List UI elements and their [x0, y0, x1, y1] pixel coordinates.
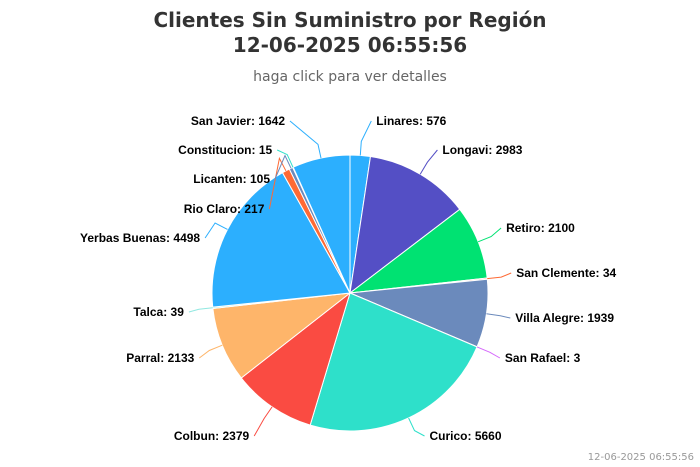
connector-longavi	[419, 149, 438, 175]
data-label-san-rafael: San Rafael: 3	[505, 351, 581, 365]
data-label-parral: Parral: 2133	[126, 351, 194, 365]
pie-slice-yerbas-buenas[interactable]	[211, 171, 351, 308]
data-label-talca: Talca: 39	[133, 305, 184, 319]
pie-slice-colbun[interactable]	[240, 291, 351, 426]
chart-subtitle: haga click para ver detalles	[253, 69, 447, 85]
data-label-retiro: Retiro: 2100	[506, 221, 575, 235]
pie-slices	[211, 154, 489, 432]
connector-retiro	[477, 227, 502, 243]
connector-parral	[199, 344, 223, 359]
data-labels: Linares: 576 Longavi: 2983 Retiro: 2100 San…	[80, 114, 617, 443]
connector-colbun	[253, 406, 273, 437]
connector-lines	[188, 120, 512, 437]
pie-slice-curico[interactable]	[309, 292, 478, 432]
data-label-rio-claro: Rio Claro: 217	[184, 202, 265, 216]
connector-villa-alegre	[486, 313, 511, 319]
connector-rio-claro	[268, 156, 287, 210]
chart-credit: 12-06-2025 06:55:56	[587, 452, 694, 463]
chart-title-line2: 12-06-2025 06:55:56	[232, 33, 468, 57]
data-label-san-clemente: San Clemente: 34	[516, 266, 616, 280]
pie-slice-longavi[interactable]	[349, 155, 461, 295]
data-label-licanten: Licanten: 105	[193, 172, 270, 186]
chart-title: Clientes Sin Suministro por Región 12-06…	[0, 8, 700, 58]
data-label-san-javier: San Javier: 1642	[191, 114, 285, 128]
connector-linares	[359, 120, 372, 156]
connector-talca	[188, 307, 213, 313]
connector-yerbas-buenas	[204, 222, 228, 239]
connector-constitucion	[276, 149, 294, 168]
data-label-colbun: Colbun: 2379	[174, 429, 250, 443]
connector-curico	[408, 417, 425, 437]
chart-title-line1: Clientes Sin Suministro por Región	[153, 8, 547, 32]
data-label-constitucion: Constitucion: 15	[178, 143, 272, 157]
data-label-villa-alegre: Villa Alegre: 1939	[515, 311, 614, 325]
connector-san-clemente	[487, 272, 512, 280]
connector-licanten	[274, 154, 292, 180]
connector-san-rafael	[476, 346, 501, 359]
data-label-yerbas-buenas: Yerbas Buenas: 4498	[80, 231, 200, 245]
data-label-longavi: Longavi: 2983	[442, 143, 522, 157]
data-label-curico: Curico: 5660	[430, 429, 502, 443]
connector-san-javier	[289, 120, 322, 159]
data-label-linares: Linares: 576	[376, 114, 446, 128]
